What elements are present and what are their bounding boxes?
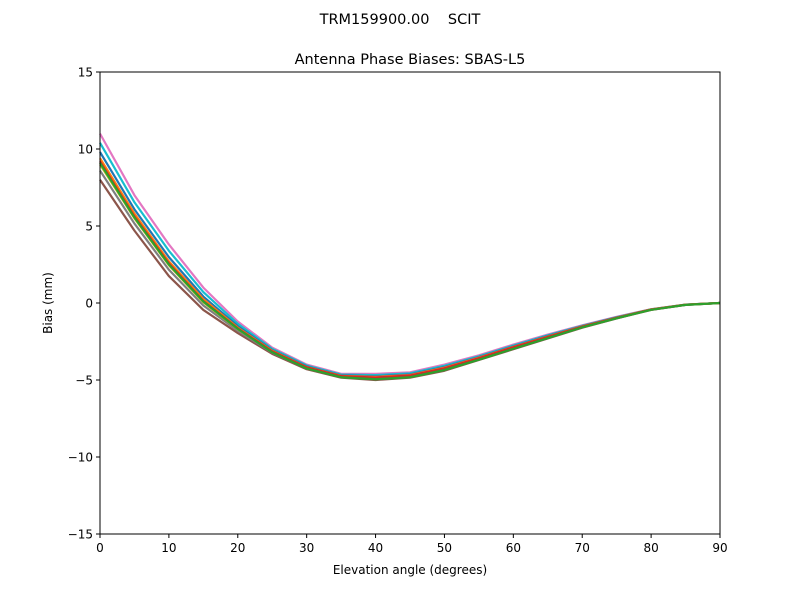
x-tick-label: 40 xyxy=(368,541,383,555)
series-line-5 xyxy=(99,157,721,379)
series-line-4 xyxy=(99,151,721,378)
x-tick-label: 60 xyxy=(506,541,521,555)
x-tick-label: 30 xyxy=(299,541,314,555)
y-tick-label: 0 xyxy=(85,297,93,311)
y-axis-label: Bias (mm) xyxy=(41,272,55,334)
y-tick-label: −10 xyxy=(68,451,93,465)
y-tick-label: −5 xyxy=(75,374,93,388)
y-tick-label: 10 xyxy=(78,143,93,157)
plot-frame xyxy=(99,71,721,535)
y-tick-label: 5 xyxy=(85,220,93,234)
series-line-3 xyxy=(99,142,721,377)
y-tick-label: 15 xyxy=(78,66,93,80)
x-axis-label: Elevation angle (degrees) xyxy=(333,563,487,577)
x-tick-label: 90 xyxy=(712,541,727,555)
series-line-6 xyxy=(99,163,721,380)
series-line-7 xyxy=(99,160,721,379)
series-lines xyxy=(99,133,721,382)
series-line-0 xyxy=(99,133,721,375)
x-tick-label: 0 xyxy=(96,541,104,555)
x-tick-label: 50 xyxy=(437,541,452,555)
x-axis: 0 10 20 30 40 50 60 70 80 90 xyxy=(96,534,728,555)
series-line-8 xyxy=(99,162,721,381)
chart-suptitle: TRM159900.00 SCIT xyxy=(319,12,481,28)
x-tick-label: 10 xyxy=(161,541,176,555)
x-tick-label: 70 xyxy=(575,541,590,555)
y-axis: −15 −10 −5 0 5 10 15 xyxy=(68,66,100,542)
x-tick-label: 20 xyxy=(230,541,245,555)
x-tick-label: 80 xyxy=(643,541,658,555)
y-tick-label: −15 xyxy=(68,528,93,542)
chart-title: Antenna Phase Biases: SBAS-L5 xyxy=(295,52,526,68)
